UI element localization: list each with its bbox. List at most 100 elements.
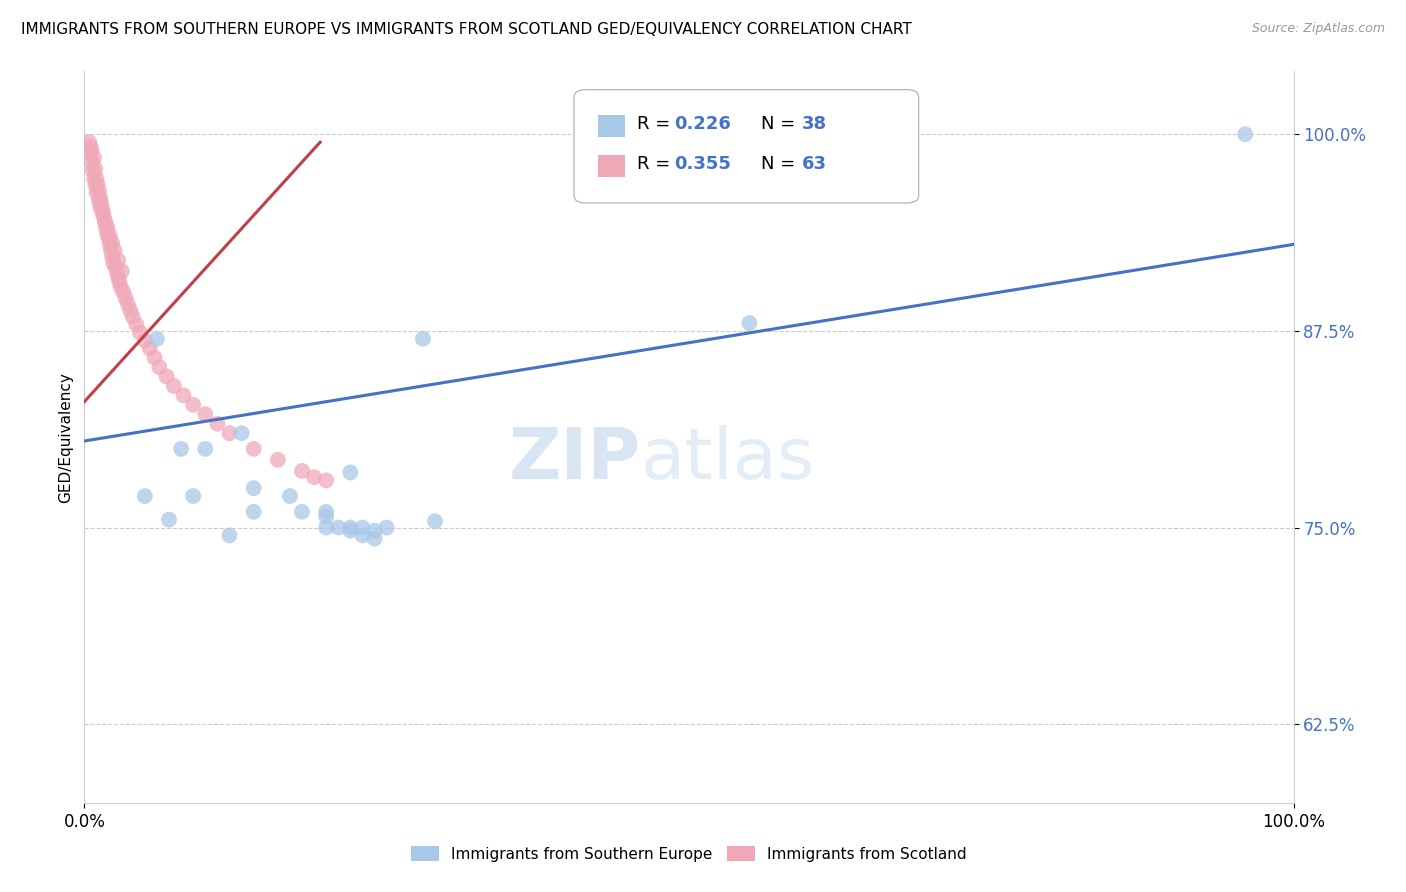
Point: [352, 528, 374, 542]
Point: [89, 200, 111, 214]
Point: [143, 351, 166, 365]
Point: [242, 442, 264, 456]
Text: 38: 38: [801, 115, 827, 133]
Y-axis label: GED/Equivalency: GED/Equivalency: [58, 372, 73, 502]
Point: [96, 220, 118, 235]
Point: [100, 244, 122, 258]
Point: [146, 332, 169, 346]
Text: atlas: atlas: [641, 425, 815, 493]
Point: [207, 417, 229, 431]
Point: [86, 178, 108, 192]
Point: [86, 171, 108, 186]
Point: [129, 326, 152, 340]
Point: [91, 206, 114, 220]
Text: 0.355: 0.355: [675, 155, 731, 173]
Point: [94, 214, 117, 228]
Point: [114, 291, 136, 305]
Point: [170, 442, 193, 456]
Point: [96, 227, 118, 242]
FancyBboxPatch shape: [599, 115, 624, 137]
Point: [112, 285, 135, 299]
Point: [108, 275, 131, 289]
Point: [194, 442, 217, 456]
Point: [218, 528, 240, 542]
Point: [87, 184, 110, 198]
Point: [291, 464, 314, 478]
Point: [138, 341, 160, 355]
Point: [181, 489, 204, 503]
Point: [80, 143, 103, 157]
Point: [173, 388, 195, 402]
Point: [363, 524, 385, 538]
Point: [110, 280, 132, 294]
Text: 63: 63: [801, 155, 827, 173]
Point: [412, 332, 434, 346]
Point: [315, 520, 337, 534]
Point: [423, 514, 446, 528]
Point: [231, 426, 253, 441]
Point: [84, 161, 107, 176]
Text: R =: R =: [637, 115, 676, 133]
Point: [339, 520, 361, 534]
Point: [93, 209, 115, 223]
Point: [363, 532, 385, 546]
Point: [87, 194, 110, 208]
Point: [80, 155, 103, 169]
Point: [315, 505, 337, 519]
Point: [163, 379, 186, 393]
Text: R =: R =: [637, 155, 676, 173]
Point: [738, 316, 761, 330]
Point: [148, 360, 170, 375]
Point: [155, 369, 177, 384]
Legend: Immigrants from Southern Europe, Immigrants from Scotland: Immigrants from Southern Europe, Immigra…: [405, 839, 973, 868]
Point: [339, 466, 361, 480]
Point: [83, 171, 105, 186]
Point: [104, 260, 127, 275]
Point: [242, 481, 264, 495]
Point: [291, 505, 314, 519]
Point: [117, 297, 139, 311]
Point: [121, 310, 143, 324]
Point: [315, 473, 337, 487]
Point: [302, 470, 325, 484]
Text: N =: N =: [762, 115, 801, 133]
Text: IMMIGRANTS FROM SOUTHERN EUROPE VS IMMIGRANTS FROM SCOTLAND GED/EQUIVALENCY CORR: IMMIGRANTS FROM SOUTHERN EUROPE VS IMMIG…: [21, 22, 912, 37]
Point: [352, 520, 374, 534]
Point: [194, 407, 217, 421]
Point: [125, 318, 148, 332]
Text: 0.226: 0.226: [675, 115, 731, 133]
Point: [375, 520, 398, 534]
Point: [278, 489, 301, 503]
Point: [242, 505, 264, 519]
Point: [90, 196, 112, 211]
Point: [84, 178, 107, 192]
Point: [79, 140, 101, 154]
Point: [105, 266, 128, 280]
Point: [79, 146, 101, 161]
Point: [328, 520, 350, 534]
FancyBboxPatch shape: [574, 90, 918, 203]
Point: [107, 253, 129, 268]
Point: [104, 244, 127, 258]
Point: [111, 264, 134, 278]
Text: Source: ZipAtlas.com: Source: ZipAtlas.com: [1251, 22, 1385, 36]
Point: [1234, 128, 1257, 142]
Point: [315, 509, 337, 524]
Point: [91, 202, 114, 217]
Point: [77, 135, 100, 149]
Point: [134, 334, 156, 348]
Point: [82, 163, 104, 178]
Point: [101, 250, 124, 264]
Text: ZIP: ZIP: [509, 425, 641, 493]
Point: [89, 190, 111, 204]
Point: [103, 256, 125, 270]
Point: [120, 303, 142, 318]
FancyBboxPatch shape: [599, 155, 624, 178]
Point: [83, 151, 105, 165]
Point: [157, 513, 180, 527]
Text: N =: N =: [762, 155, 801, 173]
Point: [86, 186, 108, 200]
Point: [134, 489, 156, 503]
Point: [98, 237, 121, 252]
Point: [218, 426, 240, 441]
